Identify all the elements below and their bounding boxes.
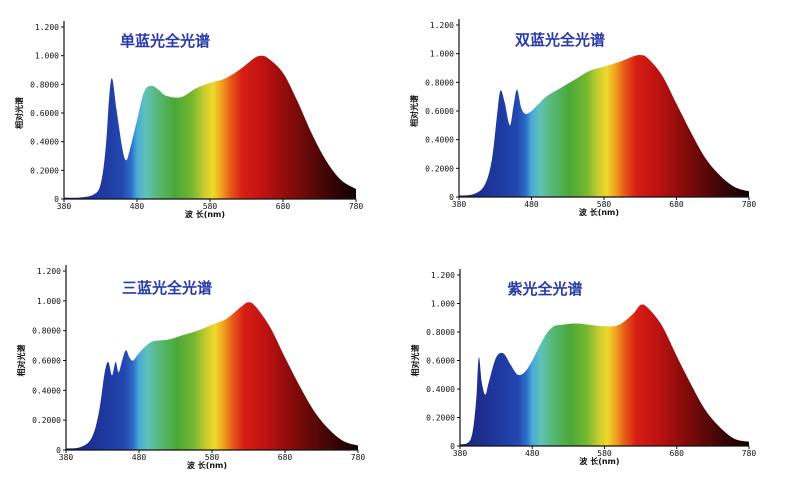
x-axis-label: 波 长(nm) (579, 456, 619, 466)
y-tick-label: 1.000 (431, 300, 455, 309)
x-tick-label: 580 (597, 449, 612, 458)
x-tick-label: 480 (525, 449, 540, 458)
y-tick-label: 0.6000 (32, 357, 61, 366)
y-tick-label: 0.2000 (32, 416, 61, 425)
y-tick-label: 0.6000 (425, 107, 454, 116)
y-tick-label: 1.200 (430, 21, 454, 30)
y-tick-label: 0.2000 (426, 414, 455, 423)
chart-title: 紫光全光谱 (507, 280, 582, 298)
y-tick-label: 1.200 (431, 271, 455, 280)
y-tick-label: 1.000 (35, 52, 59, 61)
chart-dual-blue: 0 0.2000 0.4000 0.6000 0.8000 1.000 1.200 380 48… (409, 19, 757, 217)
y-tick-label: 0.2000 (425, 164, 454, 173)
y-tick-label: 0.4000 (425, 136, 454, 145)
spectrum-area (459, 55, 749, 197)
y-tick-label: 0.6000 (30, 109, 59, 118)
y-tick-label: 0 (56, 446, 61, 455)
x-tick-label: 580 (203, 202, 218, 211)
x-tick-label: 580 (205, 453, 220, 462)
x-tick-label: 480 (132, 453, 147, 462)
chart-title: 双蓝光全光谱 (515, 31, 605, 49)
spectrum-area (64, 55, 356, 200)
y-tick-label: 0.8000 (30, 80, 59, 89)
y-tick-label: 0.8000 (426, 328, 455, 337)
x-tick-label: 380 (59, 453, 74, 462)
chart-title: 三蓝光全光谱 (122, 279, 212, 297)
x-axis-label: 波 长(nm) (185, 209, 225, 219)
spectrum-area (460, 304, 749, 446)
x-axis-label: 波 长(nm) (187, 460, 227, 470)
chart-violet: 0 0.2000 0.4000 0.6000 0.8000 1.000 1.200 380 48… (410, 269, 757, 466)
y-tick-label: 1.200 (35, 23, 59, 32)
x-tick-label: 680 (276, 202, 291, 211)
x-tick-label: 680 (670, 449, 685, 458)
y-tick-label: 0.8000 (32, 327, 61, 336)
y-axis-label: 相对光谱 (409, 95, 419, 127)
x-tick-label: 780 (742, 200, 757, 209)
chart-single-blue: 0 0.2000 0.4000 0.6000 0.8000 1.000 1.200 380 48… (14, 21, 364, 219)
chart-panel-violet: 0 0.2000 0.4000 0.6000 0.8000 1.000 1.200 380 48… (400, 239, 800, 479)
y-tick-label: 1.200 (37, 267, 61, 276)
x-tick-label: 780 (351, 453, 366, 462)
y-tick-label: 1.000 (430, 50, 454, 59)
x-tick-label: 380 (453, 449, 468, 458)
y-tick-label: 0 (450, 442, 455, 451)
x-tick-label: 780 (349, 202, 364, 211)
y-axis-label: 相对光谱 (410, 345, 420, 377)
y-tick-label: 0.4000 (30, 138, 59, 147)
y-tick-label: 0 (54, 195, 59, 204)
x-tick-label: 680 (669, 200, 684, 209)
chart-triple-blue: 0 0.2000 0.4000 0.6000 0.8000 1.000 1.200 380 48… (16, 265, 366, 470)
y-tick-label: 0.2000 (30, 166, 59, 175)
y-axis-label: 相对光谱 (16, 345, 26, 377)
chart-title: 单蓝光全光谱 (120, 32, 210, 50)
x-tick-label: 580 (597, 200, 612, 209)
x-tick-label: 680 (278, 453, 293, 462)
y-tick-label: 1.000 (37, 297, 61, 306)
chart-panel-single-blue: 0 0.2000 0.4000 0.6000 0.8000 1.000 1.200 380 48… (0, 0, 400, 239)
chart-panel-dual-blue: 0 0.2000 0.4000 0.6000 0.8000 1.000 1.200 380 48… (400, 0, 800, 239)
y-tick-label: 0 (449, 193, 454, 202)
y-tick-label: 0.4000 (426, 385, 455, 394)
spectrum-area (66, 302, 358, 450)
x-axis-label: 波 长(nm) (579, 207, 619, 217)
y-tick-label: 0.8000 (425, 78, 454, 87)
chart-panel-triple-blue: 0 0.2000 0.4000 0.6000 0.8000 1.000 1.200 380 48… (0, 239, 400, 479)
x-tick-label: 380 (452, 200, 467, 209)
x-tick-label: 480 (524, 200, 539, 209)
y-axis-label: 相对光谱 (14, 97, 24, 129)
x-tick-label: 380 (57, 202, 72, 211)
x-tick-label: 480 (130, 202, 145, 211)
y-tick-label: 0.4000 (32, 386, 61, 395)
x-tick-label: 780 (742, 449, 757, 458)
y-tick-label: 0.6000 (426, 357, 455, 366)
